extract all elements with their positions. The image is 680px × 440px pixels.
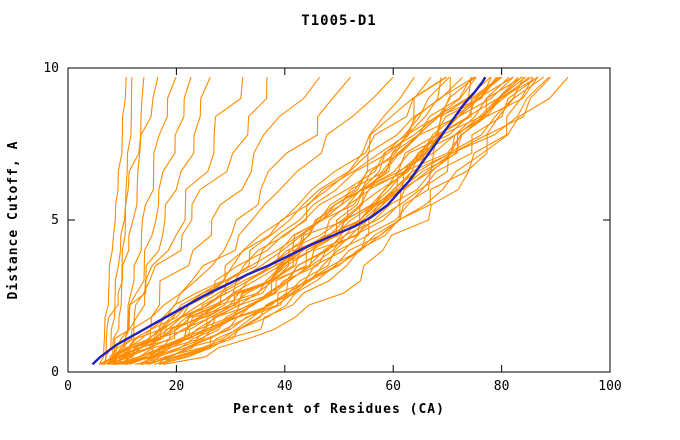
tick-marks-layer xyxy=(67,67,611,373)
model-curve xyxy=(108,76,498,365)
x-tick-label: 0 xyxy=(64,379,72,394)
model-curve xyxy=(110,76,351,365)
model-curve xyxy=(149,76,523,365)
y-tick-label: 10 xyxy=(43,61,59,76)
model-curve xyxy=(103,76,464,365)
model-curve xyxy=(104,76,159,365)
model-curve xyxy=(118,76,447,365)
y-tick-label: 0 xyxy=(51,365,59,380)
x-tick-label: 100 xyxy=(598,379,621,394)
model-curve xyxy=(163,76,534,365)
x-tick-label: 40 xyxy=(277,379,293,394)
model-curve xyxy=(110,76,211,365)
model-curve xyxy=(98,77,127,365)
x-tick-label: 20 xyxy=(169,379,185,394)
model-curve xyxy=(107,76,539,365)
model-curve xyxy=(102,76,533,365)
model-curve xyxy=(111,76,447,365)
model-curve xyxy=(158,76,525,365)
model-curve xyxy=(100,76,530,365)
x-tick-label: 80 xyxy=(494,379,510,394)
model-curve xyxy=(113,77,244,365)
model-curve xyxy=(126,76,503,365)
y-tick-label: 5 xyxy=(51,213,59,228)
model-curves-layer xyxy=(91,76,569,366)
tick-labels-layer: 0 20 40 60 80 100 0 5 10 xyxy=(43,61,621,394)
model-curve xyxy=(107,76,499,365)
model-curve xyxy=(115,76,192,365)
model-curve xyxy=(140,76,552,365)
model-curve xyxy=(143,76,569,365)
model-curve xyxy=(106,76,415,365)
model-curve xyxy=(125,76,550,365)
model-curve xyxy=(104,77,133,365)
selected-model-curve xyxy=(91,76,487,366)
chart-title: T1005-D1 xyxy=(301,13,376,29)
x-axis-label: Percent of Residues (CA) xyxy=(233,402,445,417)
x-tick-label: 60 xyxy=(385,379,401,394)
model-curve xyxy=(159,76,522,365)
y-axis-label: Distance Cutoff, A xyxy=(6,141,21,300)
model-curve xyxy=(110,76,491,365)
